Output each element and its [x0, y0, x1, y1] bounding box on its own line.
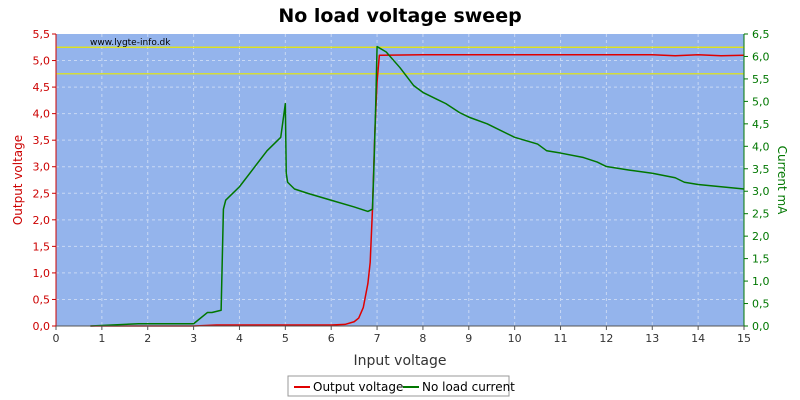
x-tick-label: 15 — [737, 332, 751, 345]
y-right-tick-label: 1,5 — [752, 253, 770, 266]
y-left-tick-label: 3,5 — [33, 134, 51, 147]
y-right-tick-label: 5,0 — [752, 95, 770, 108]
y-right-tick-label: 6,0 — [752, 50, 770, 63]
y-right-tick-label: 6,5 — [752, 28, 770, 41]
y-right-tick-label: 3,5 — [752, 163, 770, 176]
x-tick-label: 8 — [419, 332, 426, 345]
legend-label-no-load-current: No load current — [422, 380, 515, 394]
x-tick-label: 0 — [53, 332, 60, 345]
y-left-tick-label: 4,0 — [33, 108, 51, 121]
y-right-axis-label: Current mA — [775, 146, 789, 216]
legend-box — [287, 375, 510, 397]
x-tick-label: 14 — [691, 332, 705, 345]
x-tick-label: 12 — [599, 332, 613, 345]
y-right-tick-label: 1,0 — [752, 275, 770, 288]
y-left-tick-label: 1,5 — [33, 240, 51, 253]
y-left-axis-label: Output voltage — [11, 135, 25, 225]
y-left-tick-label: 0,5 — [33, 293, 51, 306]
chart-title: No load voltage sweep — [278, 5, 521, 27]
x-tick-label: 11 — [554, 332, 568, 345]
y-left-tick-label: 5,0 — [33, 55, 51, 68]
y-left-axis-ticks: 0,0 0,5 1,0 1,5 2,0 2,5 3,0 3,5 4,0 4,5 5,0 5,5 — [33, 28, 56, 333]
y-left-tick-label: 4,5 — [33, 81, 51, 94]
legend: Output voltage No load current — [287, 375, 515, 397]
x-tick-label: 5 — [282, 332, 289, 345]
x-tick-label: 2 — [144, 332, 151, 345]
x-tick-label: 6 — [328, 332, 335, 345]
legend-label-output-voltage: Output voltage — [313, 380, 403, 394]
y-left-tick-label: 0,0 — [33, 320, 51, 333]
y-left-tick-label: 2,0 — [33, 214, 51, 227]
watermark: www.lygte-info.dk — [90, 38, 171, 48]
y-right-tick-label: 2,0 — [752, 230, 770, 243]
y-left-tick-label: 5,5 — [33, 28, 51, 41]
x-tick-label: 10 — [508, 332, 522, 345]
x-tick-label: 7 — [374, 332, 381, 345]
x-axis-ticks: 0 1 2 3 4 5 6 7 8 9 10 11 12 13 14 15 — [53, 326, 751, 345]
y-right-axis-ticks: 0,0 0,5 1,0 1,5 2,0 2,5 3,0 3,5 4,0 4,5 5,0 5,5 6,0 6… — [744, 28, 770, 333]
x-tick-label: 9 — [465, 332, 472, 345]
y-left-tick-label: 1,0 — [33, 267, 51, 280]
x-tick-label: 3 — [190, 332, 197, 345]
series-line-output-voltage — [90, 53, 745, 327]
y-right-tick-label: 0,5 — [752, 298, 770, 311]
y-right-tick-label: 5,5 — [752, 73, 770, 86]
y-left-tick-label: 3,0 — [33, 161, 51, 174]
reference-lines — [56, 46, 744, 75]
y-right-tick-label: 3,0 — [752, 185, 770, 198]
series-layer — [90, 45, 745, 327]
grid — [56, 34, 744, 326]
series-line-no-load-current — [90, 45, 745, 327]
x-axis-label: Input voltage — [353, 353, 446, 369]
x-tick-label: 13 — [645, 332, 659, 345]
axes — [55, 34, 745, 327]
plot-area — [56, 34, 744, 326]
x-tick-label: 1 — [98, 332, 105, 345]
y-right-tick-label: 0,0 — [752, 320, 770, 333]
y-right-tick-label: 4,5 — [752, 118, 770, 131]
y-right-tick-label: 4,0 — [752, 140, 770, 153]
x-tick-label: 4 — [236, 332, 243, 345]
y-right-tick-label: 2,5 — [752, 208, 770, 221]
y-left-tick-label: 2,5 — [33, 187, 51, 200]
